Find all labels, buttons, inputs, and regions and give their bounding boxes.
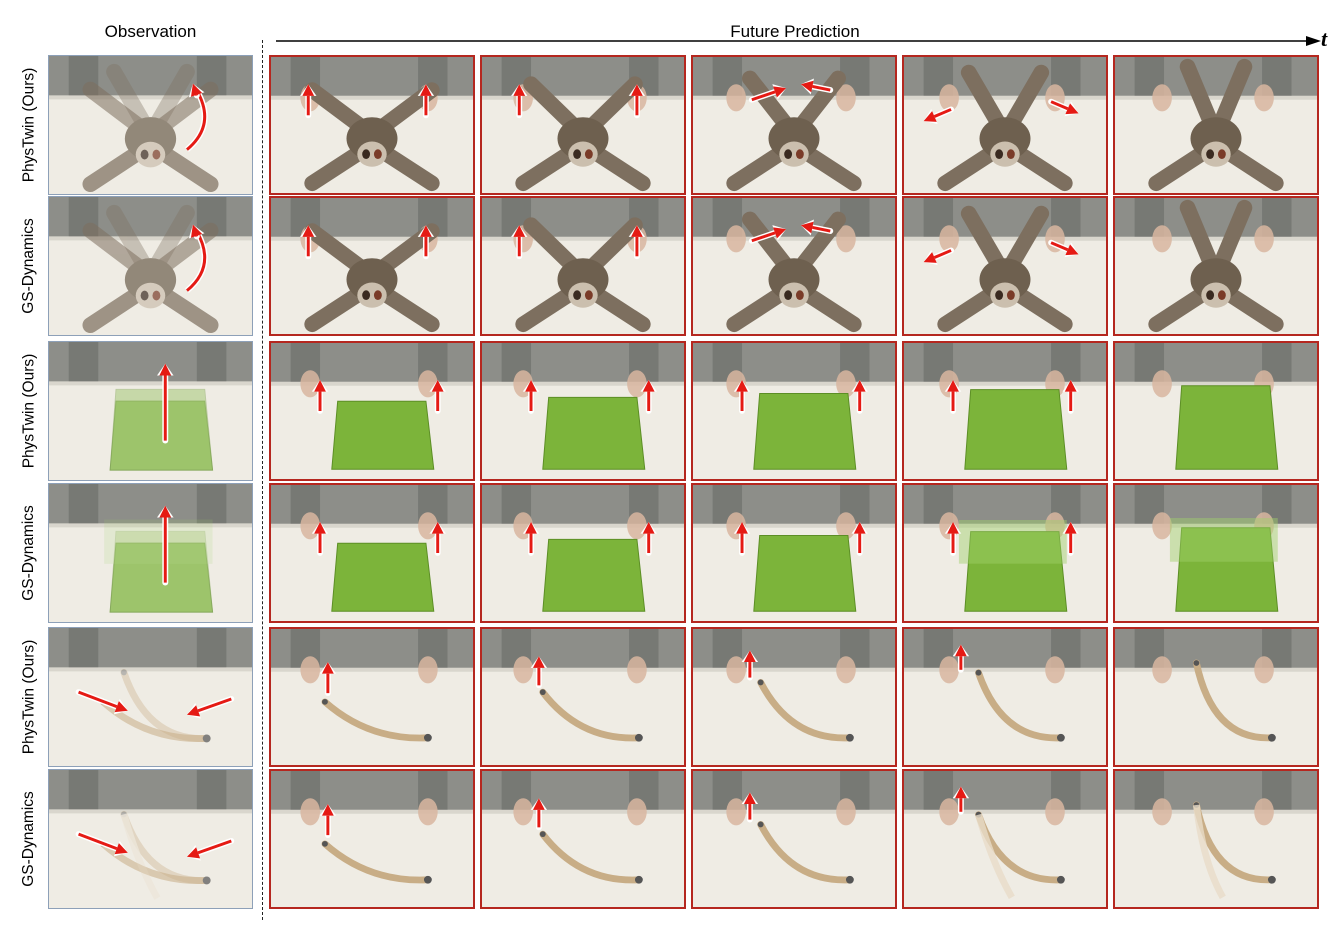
prediction-frame bbox=[269, 627, 475, 767]
prediction-frame bbox=[269, 483, 475, 623]
prediction-frame bbox=[1113, 55, 1319, 195]
prediction-frame bbox=[691, 55, 897, 195]
observation-divider bbox=[262, 40, 263, 920]
observation-image bbox=[48, 196, 253, 336]
observation-image bbox=[48, 769, 253, 909]
prediction-frame bbox=[902, 55, 1108, 195]
observation-header: Observation bbox=[104, 22, 197, 41]
prediction-frame bbox=[269, 55, 475, 195]
row-label-text: GS-Dynamics bbox=[20, 791, 38, 887]
prediction-frame bbox=[1113, 627, 1319, 767]
prediction-frame bbox=[269, 769, 475, 909]
row-label: PhysTwin (Ours) bbox=[14, 55, 44, 195]
prediction-frame bbox=[902, 627, 1108, 767]
prediction-frame bbox=[480, 55, 686, 195]
prediction-frame bbox=[902, 483, 1108, 623]
time-axis-label: t bbox=[1321, 26, 1328, 51]
prediction-frame bbox=[269, 341, 475, 481]
prediction-frame bbox=[902, 769, 1108, 909]
row-label: GS-Dynamics bbox=[14, 769, 44, 909]
row-label-text: GS-Dynamics bbox=[20, 505, 38, 601]
prediction-frame bbox=[902, 196, 1108, 336]
row-label-text: PhysTwin (Ours) bbox=[20, 67, 37, 183]
observation-image bbox=[48, 483, 253, 623]
time-axis-arrow bbox=[276, 36, 1321, 46]
prediction-frame bbox=[691, 483, 897, 623]
row-label: PhysTwin (Ours) bbox=[14, 341, 44, 481]
future-prediction-header: Future Prediction bbox=[730, 22, 860, 41]
prediction-frame bbox=[269, 196, 475, 336]
prediction-frame bbox=[691, 196, 897, 336]
prediction-frame bbox=[480, 627, 686, 767]
row-label: PhysTwin (Ours) bbox=[14, 627, 44, 767]
prediction-frame bbox=[1113, 196, 1319, 336]
prediction-frame bbox=[1113, 769, 1319, 909]
row-label-text: PhysTwin (Ours) bbox=[20, 639, 37, 755]
prediction-frame bbox=[480, 196, 686, 336]
prediction-frame bbox=[691, 627, 897, 767]
prediction-frame bbox=[691, 769, 897, 909]
observation-image bbox=[48, 55, 253, 195]
prediction-frame bbox=[480, 769, 686, 909]
prediction-frame bbox=[1113, 483, 1319, 623]
prediction-frame bbox=[480, 483, 686, 623]
prediction-frame bbox=[902, 341, 1108, 481]
prediction-frame bbox=[480, 341, 686, 481]
row-label: GS-Dynamics bbox=[14, 483, 44, 623]
row-label-text: PhysTwin (Ours) bbox=[20, 353, 37, 469]
observation-image bbox=[48, 627, 253, 767]
prediction-frame bbox=[691, 341, 897, 481]
observation-image bbox=[48, 341, 253, 481]
prediction-frame bbox=[1113, 341, 1319, 481]
row-label-text: GS-Dynamics bbox=[20, 218, 38, 314]
row-label: GS-Dynamics bbox=[14, 196, 44, 336]
